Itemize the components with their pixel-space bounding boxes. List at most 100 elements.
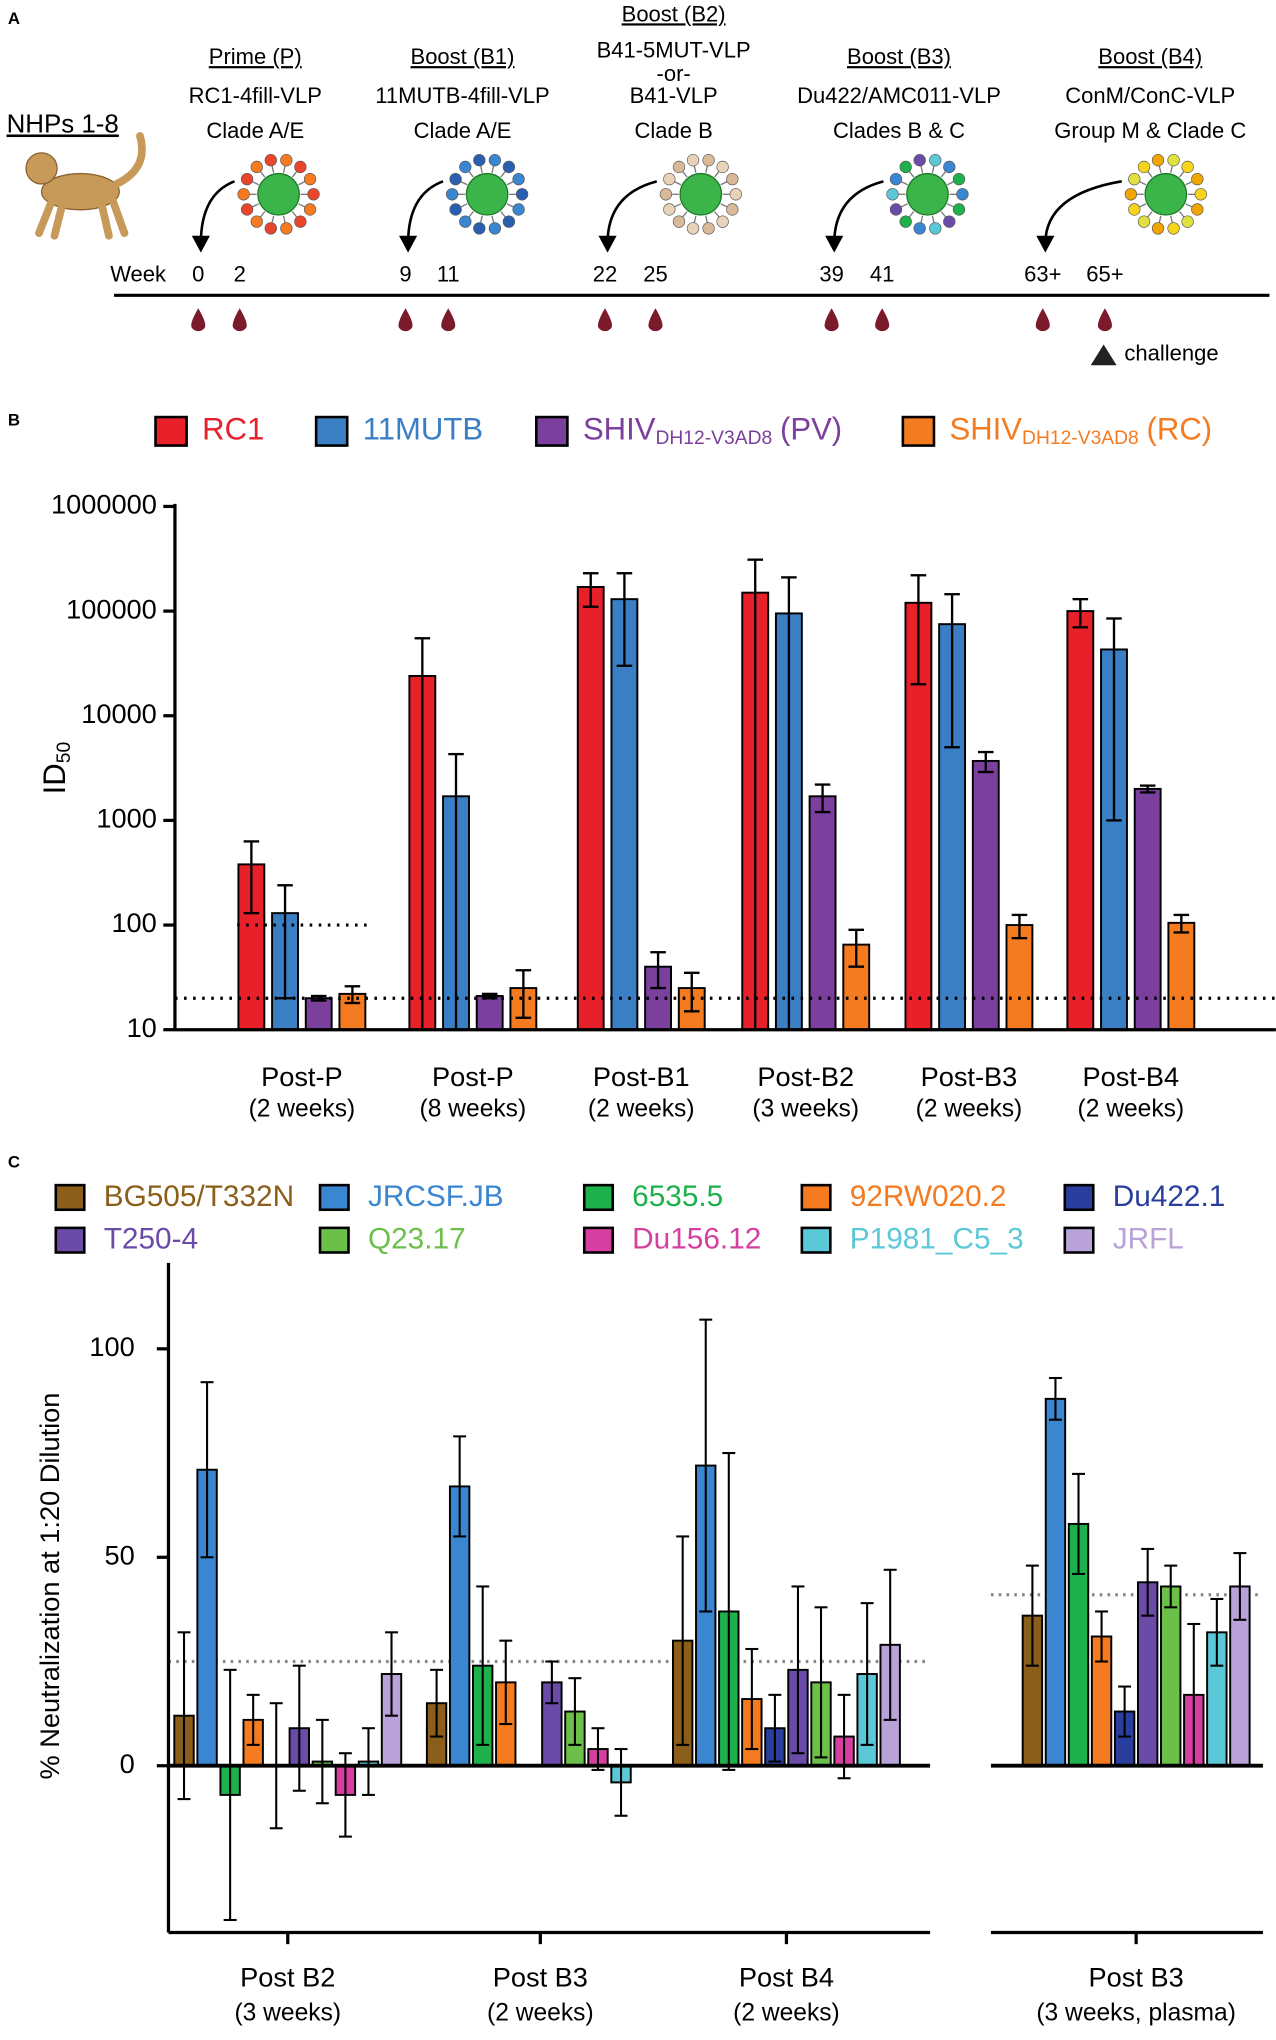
error-bar <box>310 994 327 1002</box>
vlp-antigen <box>913 222 926 235</box>
immunization-line: B41-VLP <box>630 83 718 108</box>
legend-label: JRCSF.JB <box>368 1180 504 1213</box>
bar <box>1066 610 1095 1031</box>
x-tick-sublabel: (8 weeks) <box>420 1096 527 1123</box>
legend-label: P1981_C5_3 <box>850 1223 1024 1256</box>
arrow <box>406 180 444 244</box>
error-bar <box>814 1606 828 1759</box>
vlp-antigen <box>929 222 942 235</box>
arrowhead <box>598 235 617 253</box>
vlp-antigen <box>1137 160 1151 174</box>
vlp-antigen <box>250 160 263 174</box>
x-tick-sublabel: (3 weeks) <box>752 1096 859 1123</box>
vlp-antigen <box>729 188 742 201</box>
blood-drop <box>441 308 456 332</box>
vlp-core <box>257 172 300 216</box>
week-number: 11 <box>437 262 460 287</box>
vlp-antigen <box>1181 215 1194 228</box>
vlp-antigen <box>943 215 956 228</box>
y-tick-label: 1000000 <box>51 489 157 520</box>
legend-label: SHIVDH12-V3AD8 (RC) <box>950 412 1213 450</box>
week-number: 65+ <box>1086 262 1123 287</box>
vlp-icon <box>1124 154 1207 235</box>
legend-label: Du156.12 <box>632 1223 761 1256</box>
week-number: 41 <box>870 262 894 287</box>
legend-swatch <box>901 415 936 447</box>
legend-swatch <box>154 415 188 447</box>
error-bar <box>683 971 700 1013</box>
vlp-antigen <box>280 222 293 235</box>
vlp-core <box>465 172 509 216</box>
error-bar <box>1106 617 1122 822</box>
subject-label: NHPs 1-8 <box>7 110 119 138</box>
vlp-antigen <box>307 188 320 201</box>
x-tick-sublabel: (2 weeks) <box>1078 1096 1185 1123</box>
vlp-antigen <box>1151 222 1165 235</box>
y-tick-label: 10 <box>127 1012 157 1043</box>
vlp-antigen <box>1124 188 1137 201</box>
vlp-antigen <box>459 160 472 174</box>
error-bar <box>614 1748 628 1817</box>
error-bar <box>699 1318 713 1613</box>
error-bar <box>344 985 361 1005</box>
vlp-antigen <box>659 188 673 201</box>
bar <box>475 995 504 1031</box>
challenge-label: challenge <box>1124 341 1218 366</box>
vlp-antigen <box>899 215 912 228</box>
y-tick-label: 0 <box>120 1748 135 1779</box>
x-tick-label: Post-B2 <box>757 1061 854 1092</box>
error-bar <box>1141 1547 1155 1617</box>
legend-swatch <box>582 1183 615 1212</box>
vlp-antigen <box>449 172 462 186</box>
vlp-antigen <box>686 154 700 167</box>
blood-drop <box>191 308 206 332</box>
monkey-head <box>25 152 58 185</box>
arrow <box>1044 180 1122 244</box>
legend-swatch <box>535 415 569 447</box>
monkey-limbs <box>35 132 146 240</box>
bar <box>1044 1397 1067 1767</box>
x-tick-sublabel: (2 weeks) <box>916 1096 1023 1123</box>
arrowhead <box>399 235 418 253</box>
vlp-antigen <box>264 154 277 167</box>
vlp-antigen <box>303 203 317 216</box>
text-part: (RC) <box>1147 412 1213 447</box>
text-part: ID <box>37 763 72 794</box>
vlp-antigen <box>294 160 307 174</box>
blood-drop <box>1097 308 1112 332</box>
vlp-antigen <box>889 203 903 216</box>
x-tick-label: Post B4 <box>739 1961 834 1992</box>
y-tick-label: 10000 <box>81 698 157 729</box>
vlp-antigen <box>952 203 966 216</box>
vlp-icon <box>237 154 320 235</box>
y-tick-label: 100000 <box>66 593 157 624</box>
blood-drop <box>1035 308 1050 332</box>
vlp-antigen <box>1181 160 1194 174</box>
error-bar <box>1173 913 1190 934</box>
week-number: 0 <box>192 262 204 287</box>
vlp-antigen <box>280 154 293 167</box>
error-bar <box>515 969 532 1019</box>
vlp-antigen <box>726 203 739 216</box>
vlp-antigen <box>512 172 525 186</box>
bar <box>1133 787 1162 1031</box>
bar <box>1005 924 1034 1031</box>
text-part: DH12-V3AD8 <box>655 428 772 449</box>
error-bar <box>315 1718 329 1805</box>
legend-swatch <box>318 1226 350 1254</box>
arrow <box>606 180 658 244</box>
vlp-antigen <box>929 154 942 167</box>
blood-drop <box>824 308 839 332</box>
vlp-antigen <box>502 160 516 174</box>
vlp-antigen <box>686 222 700 235</box>
x-tick-label: Post B2 <box>240 1961 335 1992</box>
vlp-antigen <box>716 215 729 228</box>
legend-label: BG505/T332N <box>104 1180 294 1213</box>
error-bar <box>292 1664 306 1792</box>
immunization-title: Prime (P) <box>209 44 302 69</box>
x-tick-sublabel: (2 weeks) <box>588 1096 695 1123</box>
vlp-antigen <box>663 172 676 186</box>
text-part: (PV) <box>780 412 842 447</box>
